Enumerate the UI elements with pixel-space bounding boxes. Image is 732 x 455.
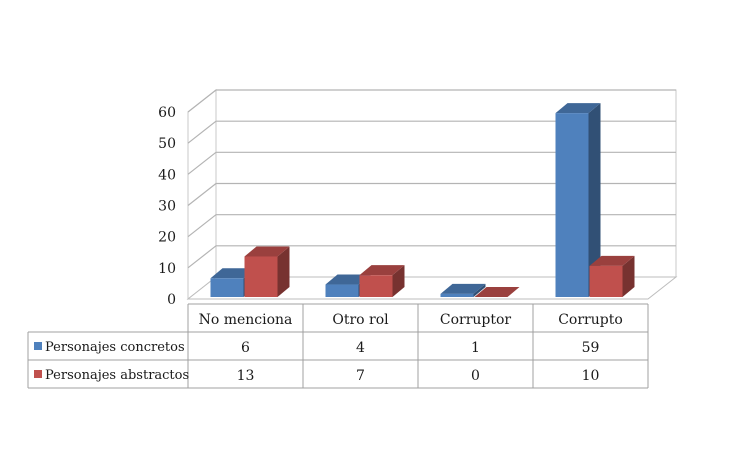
- data-label: 13: [237, 368, 255, 384]
- gridline: [187, 120, 676, 144]
- data-label: 59: [582, 340, 600, 356]
- data-label: 4: [356, 340, 365, 356]
- y-tick-label: 0: [167, 292, 176, 308]
- category-label: Otro rol: [332, 312, 389, 328]
- data-label: 0: [471, 368, 480, 384]
- gridline: [187, 151, 676, 175]
- y-tick-label: 50: [158, 136, 176, 152]
- legend-entry: Personajes abstractos: [45, 368, 189, 383]
- gridline: [187, 182, 676, 206]
- y-axis-ticks: 0 10 20 30 40 50 60: [158, 105, 176, 308]
- legend-key: [34, 342, 42, 350]
- bar-abstractos-2: [474, 287, 520, 297]
- legend-key: [34, 370, 42, 378]
- category-label: No menciona: [199, 312, 293, 328]
- y-tick-label: 30: [158, 199, 176, 215]
- bars: [210, 103, 635, 297]
- bar-abstractos-0: [244, 246, 290, 297]
- category-label: Corrupto: [558, 312, 623, 328]
- gridline: [187, 89, 676, 113]
- gridlines: [187, 89, 676, 269]
- bar-abstractos-1: [359, 265, 405, 297]
- data-label: 1: [471, 340, 480, 356]
- bar-concretos-2: [440, 283, 486, 297]
- bar-concretos-3: [555, 103, 601, 297]
- legend-entry: Personajes concretos: [45, 340, 185, 355]
- data-label: 7: [356, 368, 365, 384]
- y-tick-label: 10: [158, 261, 176, 277]
- gridline: [187, 245, 676, 269]
- gridline: [187, 214, 676, 238]
- data-table: No menciona Otro rol Corruptor Corrupto Pers…: [27, 303, 649, 389]
- y-tick-label: 60: [158, 105, 176, 121]
- bar-abstractos-3: [589, 255, 635, 297]
- data-label: 10: [582, 368, 600, 384]
- y-tick-label: 40: [158, 167, 176, 183]
- y-tick-label: 20: [158, 230, 176, 246]
- category-label: Corruptor: [440, 312, 512, 328]
- data-label: 6: [241, 340, 250, 356]
